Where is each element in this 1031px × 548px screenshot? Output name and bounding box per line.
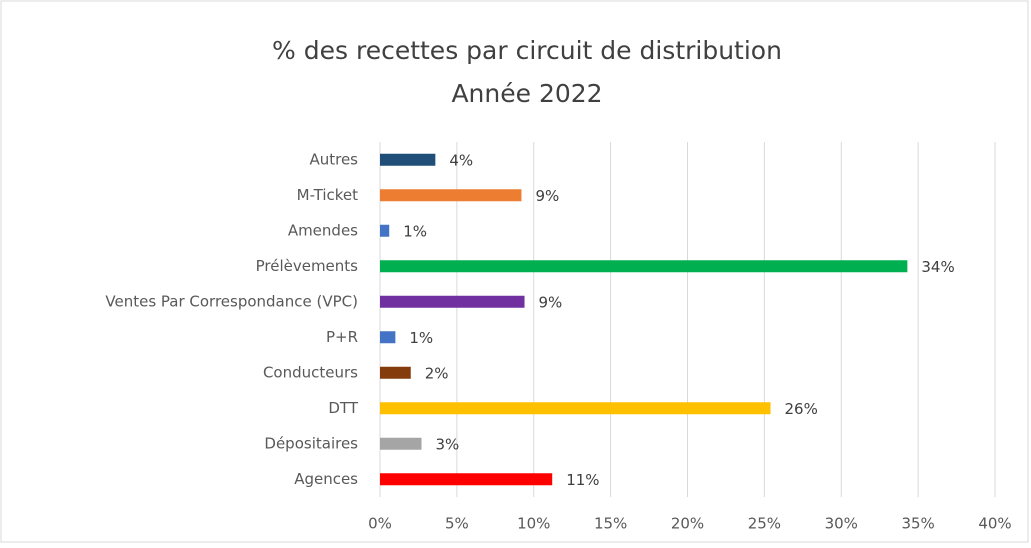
bar [380,260,908,273]
bar [380,153,436,166]
y-tick-label: Prélèvements [256,257,359,275]
value-label: 11% [566,471,599,489]
bar [380,402,771,415]
bar [380,437,422,450]
value-label: 9% [535,187,559,205]
y-tick-label: DTT [328,399,358,417]
value-label: 1% [409,329,433,347]
value-label: 34% [921,258,954,276]
value-label: 4% [449,151,473,169]
value-label: 1% [403,222,427,240]
bar [380,366,411,379]
y-tick-label: P+R [326,328,358,346]
x-tick-label: 20% [671,515,704,533]
x-tick-label: 10% [517,515,550,533]
y-tick-label: Conducteurs [263,363,358,381]
y-tick-label: Ventes Par Correspondance (VPC) [105,292,358,310]
value-label: 3% [436,435,460,453]
x-tick-label: 5% [445,515,469,533]
value-label: 26% [785,400,818,418]
value-label: 2% [425,364,449,382]
value-label: 9% [539,293,563,311]
x-tick-label: 35% [901,515,934,533]
y-tick-label: Agences [294,470,358,488]
bar [380,473,553,486]
y-tick-label: Dépositaires [264,434,358,452]
bar [380,295,525,308]
x-tick-label: 40% [978,515,1011,533]
bar [380,189,522,202]
y-tick-label: Amendes [288,221,358,239]
y-tick-label: M-Ticket [297,186,358,204]
x-tick-label: 30% [825,515,858,533]
chart-title: % des recettes par circuit de distributi… [272,36,782,65]
x-tick-label: 15% [594,515,627,533]
x-tick-label: 25% [748,515,781,533]
bar [380,331,396,344]
x-tick-label: 0% [368,515,392,533]
chart-subtitle: Année 2022 [451,79,602,108]
bar [380,224,390,237]
y-tick-label: Autres [309,150,358,168]
